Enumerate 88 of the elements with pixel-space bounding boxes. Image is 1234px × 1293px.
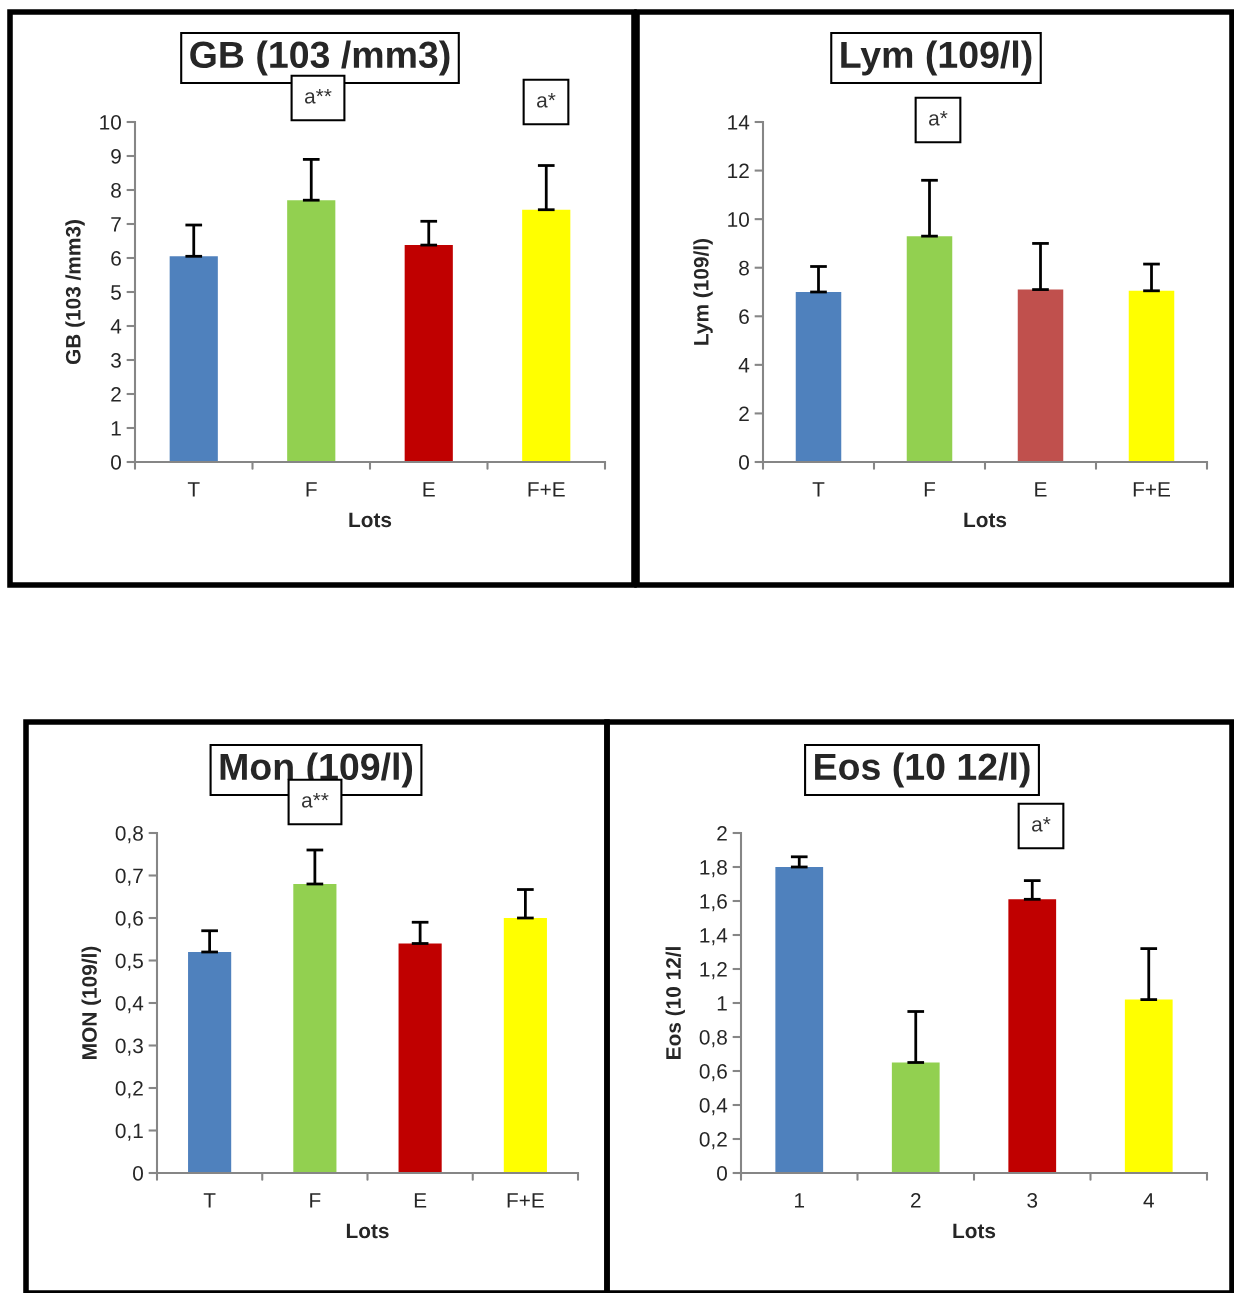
bar (522, 209, 571, 462)
bar (775, 867, 824, 1173)
y-tick-label: 5 (111, 285, 121, 300)
y-tick-label: 0,3 (115, 1038, 143, 1056)
y-tick-label: 0,1 (115, 1123, 143, 1141)
y-tick-label: 10 (728, 212, 749, 227)
x-tick-label: T (203, 1193, 216, 1208)
y-tick-label: 0,5 (115, 953, 143, 971)
y-tick-label: 0,8 (115, 826, 143, 844)
text: a** (301, 793, 329, 808)
y-tick-label: 0 (739, 455, 749, 470)
x-tick-label: F+E (1133, 482, 1170, 497)
y-tick-label: 4 (110, 319, 122, 334)
y-tick-label: 8 (739, 260, 749, 276)
x-tick-label: E (414, 1193, 427, 1208)
y-tick-label: 0 (133, 1166, 143, 1181)
y-tick-label: 7 (111, 217, 121, 232)
bar (293, 884, 337, 1173)
y-axis-title: GB (103 /mm3) (65, 220, 85, 365)
x-tick-label: T (812, 482, 825, 497)
bar (891, 1062, 940, 1173)
y-tick-label: 1 (111, 421, 121, 436)
y-tick-label: 0 (717, 1166, 727, 1181)
text: a* (537, 93, 556, 108)
bar (1128, 290, 1175, 462)
bar (398, 943, 442, 1173)
y-axis-title: Eos (10 12/l (665, 947, 685, 1059)
y-tick-label: 8 (111, 183, 121, 198)
y-tick-label: 6 (739, 309, 749, 325)
y-tick-label: 0,7 (115, 868, 143, 886)
y-tick-label: 0,4 (115, 996, 144, 1014)
x-tick-label: E (423, 482, 435, 497)
y-axis-title: MON (109/l) (81, 946, 101, 1059)
bar (404, 245, 453, 462)
y-tick-label: 1,6 (700, 894, 727, 912)
chart-title: Mon (109/l) (220, 752, 413, 788)
bar (1017, 289, 1064, 462)
bar (795, 292, 842, 462)
x-tick-label: 1 (795, 1193, 805, 1208)
y-tick-label: 3 (111, 353, 121, 368)
x-axis-title: Lots (346, 1223, 389, 1239)
x-tick-label: F (306, 482, 317, 497)
bar (287, 200, 336, 462)
y-tick-label: 2 (739, 406, 749, 421)
y-tick-label: 0,8 (699, 1030, 727, 1048)
y-tick-label: 6 (111, 251, 121, 266)
y-tick-label: 0,2 (115, 1081, 143, 1099)
x-axis-title: Lots (964, 512, 1007, 528)
y-tick-label: 4 (738, 358, 750, 373)
y-tick-label: 9 (111, 149, 121, 164)
x-tick-label: F (310, 1193, 321, 1208)
y-tick-label: 10 (100, 115, 121, 130)
text: a** (304, 89, 332, 104)
y-axis-title: Lym (109/l) (693, 239, 713, 345)
bar (906, 236, 953, 462)
bar (1008, 899, 1057, 1173)
y-tick-label: 0,2 (699, 1132, 727, 1150)
bar (188, 952, 232, 1173)
x-tick-label: 2 (911, 1192, 921, 1208)
y-tick-label: 2 (111, 387, 121, 402)
x-tick-label: E (1035, 482, 1047, 497)
x-tick-label: F+E (507, 1193, 544, 1208)
annotation: a* (929, 111, 948, 126)
x-tick-label: 3 (1027, 1192, 1038, 1208)
bar (1124, 999, 1173, 1173)
chart-title: GB (103 /mm3) (190, 40, 450, 76)
bar (503, 918, 547, 1173)
chart-title: Eos (10 12/l) (815, 752, 1030, 788)
x-tick-label: F (924, 482, 936, 497)
y-tick-label: 2 (717, 826, 727, 841)
y-tick-label: 0,4 (699, 1098, 728, 1116)
y-tick-label: 12 (728, 163, 749, 179)
x-tick-label: 4 (1143, 1193, 1154, 1208)
y-tick-label: 14 (728, 115, 750, 130)
x-axis-title: Lots (953, 1223, 996, 1239)
x-tick-label: T (187, 482, 200, 497)
y-tick-label: 1,4 (700, 928, 728, 946)
y-tick-label: 0,6 (699, 1064, 727, 1082)
y-tick-label: 1 (717, 996, 727, 1011)
y-tick-label: 0 (111, 455, 121, 470)
chart-title: Lym (109/l) (841, 40, 1032, 76)
y-tick-label: 1,8 (700, 860, 727, 878)
text: a* (1032, 817, 1051, 832)
x-axis-title: Lots (349, 512, 392, 528)
y-tick-label: 0,6 (115, 911, 143, 929)
bar (169, 256, 218, 462)
y-tick-label: 1,2 (700, 962, 727, 980)
x-tick-label: F+E (528, 482, 565, 497)
